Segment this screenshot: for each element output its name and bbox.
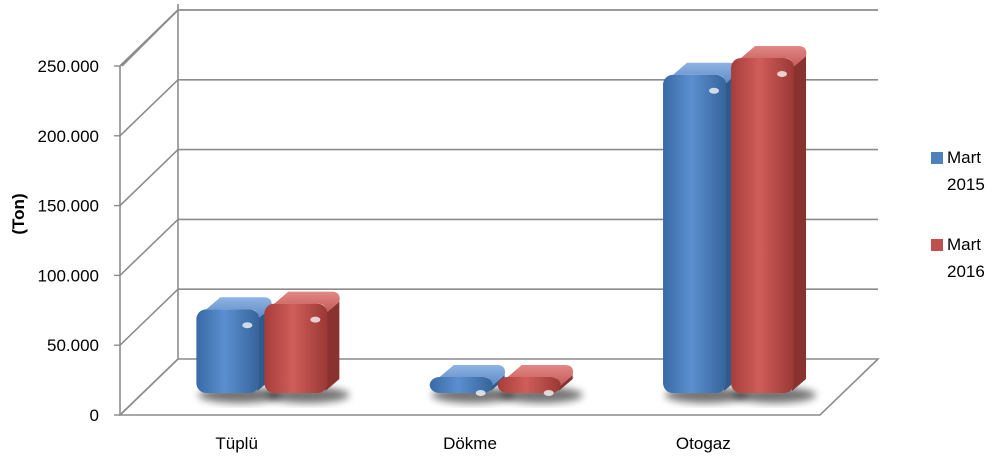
bar-front (663, 74, 727, 393)
bar-side (792, 55, 807, 392)
bar-mart-2016-0 (264, 291, 340, 393)
y-tick-label: 100.000 (38, 266, 99, 285)
bar-highlight (777, 70, 788, 77)
y-axis-label: (Ton) (9, 193, 28, 234)
bar-side (558, 375, 573, 391)
y-tick-label: 0 (90, 406, 99, 425)
bar-top (507, 365, 574, 387)
bar-highlight (310, 316, 321, 323)
legend-swatch (931, 239, 943, 251)
bar-top (741, 45, 807, 68)
gridline-side (119, 218, 179, 276)
bar-front (264, 303, 328, 393)
gridline-side (119, 288, 179, 346)
x-tick-label: Tüplü (215, 434, 258, 453)
bar-front (196, 309, 260, 393)
y-tick-label: 200.000 (38, 127, 99, 146)
bar-front (731, 57, 795, 394)
y-tick-label: 50.000 (47, 336, 99, 355)
bar-highlight (709, 87, 720, 94)
bar-front (429, 377, 493, 393)
gridline-side (119, 79, 179, 137)
bar-top (274, 291, 340, 314)
bars (196, 45, 807, 396)
legend-label: Mart (947, 235, 981, 254)
gridline-side (119, 149, 179, 207)
y-axis-ticks: 0 50.000 100.000 150.000 200.000 250.000 (38, 57, 120, 425)
bar-mart-2015-2 (663, 62, 739, 393)
gridline-side (119, 358, 179, 416)
x-tick-label: Otogaz (676, 434, 731, 453)
bar-mart-2016-1 (497, 365, 574, 396)
bar-mart-2015-0 (196, 297, 272, 393)
legend-label: 2016 (947, 262, 985, 281)
y-tick-label: 150.000 (38, 197, 99, 216)
bar-side (325, 301, 340, 391)
legend-label: Mart (947, 148, 981, 167)
bar-top (673, 62, 739, 85)
bar-top (439, 365, 506, 387)
bar-mart-2016-2 (731, 45, 807, 394)
bar-highlight (475, 390, 486, 396)
legend-swatch (931, 152, 943, 164)
bar-top (206, 297, 272, 320)
legend: Mart 2015 Mart 2016 (931, 148, 985, 281)
x-axis-ticks: Tüplü Dökme Otogaz (215, 434, 730, 453)
legend-label: 2015 (947, 175, 985, 194)
bar-highlight (543, 390, 554, 396)
bar-front (497, 377, 561, 393)
bar-highlight (242, 322, 253, 329)
gridline-side-top (121, 9, 179, 67)
y-tick-label: 250.000 (38, 57, 99, 76)
x-tick-label: Dökme (443, 434, 497, 453)
